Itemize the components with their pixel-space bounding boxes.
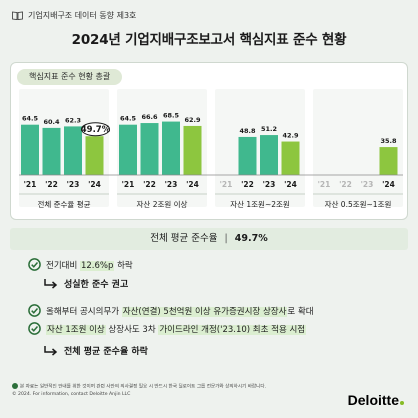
point-highlight: 자산 1조원 이상 [46, 324, 106, 335]
data-label: 64.5 [120, 115, 137, 123]
tick-label: '22 [143, 180, 156, 189]
data-label: 60.4 [43, 118, 60, 126]
summary-bar: 전체 평균 준수율 | 49.7% [10, 228, 408, 250]
footer-note: 본 자료는 일반적인 안내를 위한 것이며 관련 사안의 의사결정 필요 시 반… [12, 383, 352, 398]
tick-label: '23 [165, 180, 178, 189]
sub-recommendation: 성실한 준수 권고 [44, 277, 128, 290]
point-scope: 올해부터 공시의무가 자산(연결) 5천억원 이상 유가증권시장 상장사로 확대 [28, 304, 314, 317]
tick-label: '22 [45, 180, 58, 189]
page-title: 2024년 기업지배구조보고서 핵심지표 준수 현황 [71, 32, 347, 48]
data-label: 35.8 [380, 137, 397, 145]
bar [162, 121, 180, 175]
tick-label: '24 [88, 180, 101, 189]
point-text: 전기대비 12.6%p 하락 [46, 259, 133, 271]
data-label: 42.9 [282, 132, 299, 140]
sub-average-drop: 전체 평균 준수율 하락 [44, 344, 148, 357]
point-part: 로 확대 [287, 306, 314, 317]
bar [260, 135, 278, 175]
point-part: 전기대비 [46, 260, 80, 271]
group-bg [313, 89, 403, 207]
data-label: 62.9 [184, 116, 201, 124]
point-highlight: 가이드라인 개정('23.10) 최초 적용 시점 [158, 324, 307, 335]
check-icon [28, 304, 41, 317]
tick-label: '21 [318, 180, 331, 189]
bar [64, 126, 82, 175]
arrow-icon [44, 345, 58, 356]
tick-label: '24 [382, 180, 395, 189]
bar [238, 136, 257, 175]
summary-value: 49.7% [234, 233, 268, 244]
summary-panel: 핵심지표 준수 현황 총괄 64.5 '21 60.4 '22 62.3 '23 49.7%… [10, 62, 408, 220]
series-line: 기업지배구조 데이터 동향 제3호 [12, 8, 406, 22]
data-label: 49.7% [81, 125, 111, 135]
footer-copyright: © 2024. For information, contact Deloitt… [12, 391, 131, 397]
group-label: 자산 0.5조원~1조원 [325, 199, 392, 209]
data-label: 51.2 [261, 125, 277, 133]
tick-label: '21 [122, 180, 135, 189]
group-label: 자산 2조원 이상 [137, 199, 188, 209]
tick-label: '24 [284, 180, 297, 189]
brand-text: Deloitte [347, 392, 399, 408]
data-label: 62.3 [65, 116, 81, 124]
point-text: 자산 1조원 이상 상장사도 3차 가이드라인 개정('23.10) 최초 적용… [46, 323, 307, 335]
data-label: 68.5 [163, 112, 180, 120]
summary-label: 전체 평균 준수율 [150, 233, 218, 244]
tick-label: '22 [339, 180, 352, 189]
point-part: 하락 [114, 260, 133, 271]
point-text: 올해부터 공시의무가 자산(연결) 5천억원 이상 유가증권시장 상장사로 확대 [46, 305, 314, 317]
highlight-ring [81, 122, 110, 137]
footer-disclaimer: 본 자료는 일반적인 안내를 위한 것이며 관련 사안의 의사결정 필요 시 반… [12, 383, 352, 391]
tick-label: '23 [67, 180, 80, 189]
tick-label: '22 [241, 180, 254, 189]
tick-label: '21 [24, 180, 37, 189]
bar [183, 125, 202, 175]
header: 기업지배구조 데이터 동향 제3호 2024년 기업지배구조보고서 핵심지표 준… [12, 8, 406, 48]
tick-label: '24 [186, 180, 199, 189]
tick-label: '23 [361, 180, 374, 189]
sub-text: 성실한 준수 권고 [64, 280, 129, 290]
bar [119, 124, 137, 175]
data-label: 66.6 [141, 113, 158, 121]
group-label: 자산 1조원~2조원 [230, 199, 290, 209]
info-icon [12, 383, 18, 389]
brand-dot [400, 401, 404, 405]
tick-label: '21 [220, 180, 233, 189]
bar [85, 136, 104, 175]
data-label: 64.5 [22, 115, 39, 123]
bar [140, 123, 159, 175]
point-highlight: 자산(연결) 5천억원 이상 유가증권시장 상장사 [121, 306, 288, 317]
group-label: 전체 준수율 평균 [37, 199, 90, 209]
compliance-chart: 64.5 '21 60.4 '22 62.3 '23 49.7% '24 전체 준수율 평균 64… [19, 89, 403, 209]
point-drop: 전기대비 12.6%p 하락 [28, 258, 133, 271]
point-part: 올해부터 공시의무가 [46, 306, 122, 317]
panel-tab: 핵심지표 준수 현황 총괄 [17, 69, 123, 85]
point-guideline: 자산 1조원 이상 상장사도 3차 가이드라인 개정('23.10) 최초 적용… [28, 322, 307, 335]
bar [379, 147, 398, 175]
series-label: 기업지배구조 데이터 동향 제3호 [28, 10, 137, 20]
bar [21, 124, 39, 175]
point-highlight: 12.6%p [79, 260, 115, 271]
bar [281, 141, 300, 175]
book-icon [12, 11, 23, 20]
tick-label: '23 [263, 180, 276, 189]
data-label: 48.8 [239, 127, 256, 135]
deloitte-logo: Deloitte [348, 392, 404, 408]
sub-text: 전체 평균 준수율 하락 [64, 347, 148, 357]
point-part: 상장사도 3차 [105, 324, 159, 335]
arrow-icon [44, 278, 58, 289]
footer-note1: 본 자료는 일반적인 안내를 위한 것이며 관련 사안의 의사결정 필요 시 반… [20, 384, 267, 390]
bar [42, 127, 61, 175]
check-icon [28, 322, 41, 335]
summary-separator: | [224, 233, 228, 244]
check-icon [28, 258, 41, 271]
